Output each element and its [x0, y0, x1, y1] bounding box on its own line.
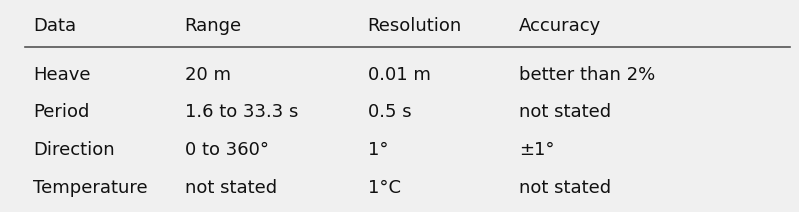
Text: ±1°: ±1° — [519, 141, 555, 159]
Text: 0.01 m: 0.01 m — [368, 66, 431, 84]
Text: better than 2%: better than 2% — [519, 66, 655, 84]
Text: Accuracy: Accuracy — [519, 18, 601, 35]
Text: Direction: Direction — [34, 141, 115, 159]
Text: 20 m: 20 m — [185, 66, 231, 84]
Text: Heave: Heave — [34, 66, 91, 84]
Text: not stated: not stated — [519, 103, 611, 121]
Text: Temperature: Temperature — [34, 179, 148, 197]
Text: Data: Data — [34, 18, 77, 35]
Text: 0 to 360°: 0 to 360° — [185, 141, 268, 159]
Text: 1°C: 1°C — [368, 179, 400, 197]
Text: Resolution: Resolution — [368, 18, 462, 35]
Text: not stated: not stated — [519, 179, 611, 197]
Text: Period: Period — [34, 103, 89, 121]
Text: 1°: 1° — [368, 141, 388, 159]
Text: not stated: not stated — [185, 179, 276, 197]
Text: 0.5 s: 0.5 s — [368, 103, 411, 121]
Text: 1.6 to 33.3 s: 1.6 to 33.3 s — [185, 103, 298, 121]
Text: Range: Range — [185, 18, 241, 35]
